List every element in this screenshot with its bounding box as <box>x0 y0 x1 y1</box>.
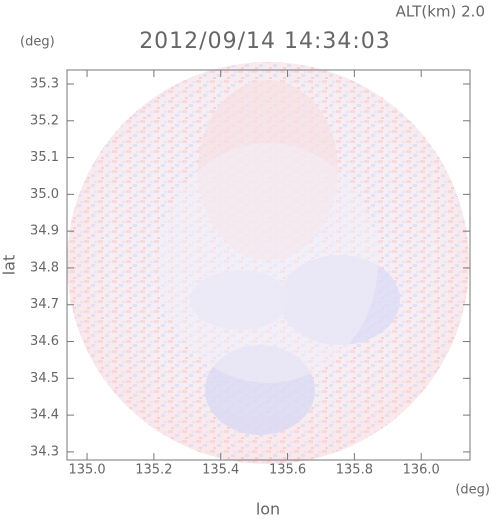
y-tick-label: 35.1 <box>30 150 59 165</box>
y-tick-label: 34.6 <box>30 334 59 349</box>
altitude-label: ALT(km) 2.0 <box>396 3 485 21</box>
x-tick-label: 135.0 <box>68 463 105 478</box>
x-tick-label: 135.2 <box>135 463 172 478</box>
y-unit: (deg) <box>20 35 55 50</box>
x-tick-label: 135.4 <box>202 463 239 478</box>
y-tick-label: 34.4 <box>30 408 59 423</box>
y-tick-label: 34.5 <box>30 371 59 386</box>
y-tick-label: 34.8 <box>30 260 59 275</box>
y-tick-label: 34.7 <box>30 297 59 312</box>
y-tick-label: 34.3 <box>30 444 59 459</box>
y-tick-label: 35.2 <box>30 113 59 128</box>
x-tick-label: 136.0 <box>403 463 440 478</box>
y-tick-label: 35.0 <box>30 187 59 202</box>
y-tick-label: 35.3 <box>30 76 59 91</box>
chart-title: 2012/09/14 14:34:03 <box>139 29 391 54</box>
x-unit: (deg) <box>455 483 490 498</box>
y-tick-label: 34.9 <box>30 224 59 239</box>
x-tick-label: 135.6 <box>269 463 306 478</box>
radar-field <box>67 62 469 464</box>
y-axis-label: lat <box>0 255 19 276</box>
plot-frame <box>66 69 471 461</box>
x-tick-label: 135.8 <box>336 463 373 478</box>
x-axis-label: lon <box>256 500 280 519</box>
